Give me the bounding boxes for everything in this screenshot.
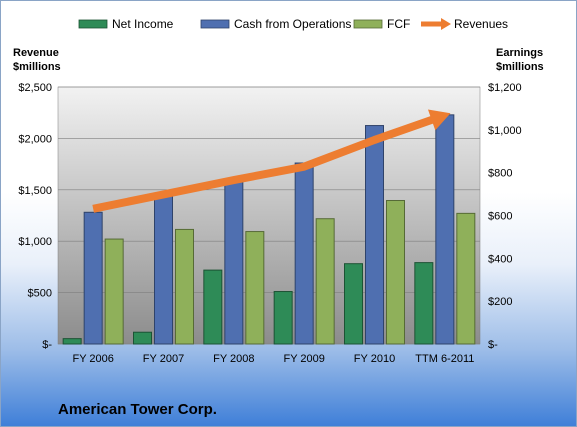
chart-title: American Tower Corp. xyxy=(58,401,217,418)
bar-layer xyxy=(62,114,476,345)
category-label: FY 2010 xyxy=(354,353,395,365)
right-tick-label: $400 xyxy=(488,253,512,265)
left-tick-label: $2,500 xyxy=(18,82,52,94)
legend-swatch xyxy=(78,19,108,29)
category-label: FY 2009 xyxy=(283,353,324,365)
left-tick-label: $2,000 xyxy=(18,133,52,145)
right-axis-title-line1: Earnings xyxy=(496,47,543,59)
right-axis-title-line2: $millions xyxy=(496,61,544,73)
bar-net-income xyxy=(414,262,434,345)
left-axis-ticks: $- $500 $1,000 $1,500 $2,000 $2,500 xyxy=(18,82,52,351)
right-axis-ticks: $- $200 $400 $600 $800 $1,000 $1,200 xyxy=(488,82,522,351)
bar-net-income xyxy=(62,338,82,345)
legend: Net Income Cash from Operations FCF Revenue… xyxy=(78,17,508,31)
left-tick-label: $- xyxy=(42,339,52,351)
right-tick-label: $800 xyxy=(488,168,512,180)
category-labels: FY 2006 FY 2007 FY 2008 FY 2009 FY 2010 TTM 6… xyxy=(72,353,474,365)
bar-cash-from-operations xyxy=(224,178,244,345)
bar-fcf xyxy=(245,231,265,345)
legend-label: FCF xyxy=(387,17,410,31)
right-tick-label: $1,000 xyxy=(488,125,522,137)
bar-cash-from-operations xyxy=(435,114,455,345)
revenues-arrowhead xyxy=(427,109,451,131)
legend-label: Revenues xyxy=(454,17,508,31)
bar-net-income xyxy=(273,291,293,345)
category-label: FY 2006 xyxy=(72,353,113,365)
category-label: FY 2008 xyxy=(213,353,254,365)
bar-net-income xyxy=(344,263,363,345)
bar-fcf xyxy=(456,212,476,345)
bar-fcf xyxy=(386,200,405,345)
legend-label: Net Income xyxy=(112,17,174,31)
bar-net-income xyxy=(133,331,152,345)
left-tick-label: $1,000 xyxy=(18,236,52,248)
legend-arrow xyxy=(441,18,451,30)
right-tick-label: $- xyxy=(488,339,498,351)
gridlines xyxy=(58,86,480,345)
bar-fcf xyxy=(104,238,124,345)
left-axis-title-line1: Revenue xyxy=(13,47,59,59)
revenues-line xyxy=(92,115,435,213)
bar-fcf xyxy=(315,218,335,345)
bar-cash-from-operations xyxy=(83,211,103,345)
right-tick-label: $600 xyxy=(488,211,512,223)
left-tick-label: $500 xyxy=(28,288,52,300)
bar-cash-from-operations xyxy=(154,195,173,345)
category-label: TTM 6-2011 xyxy=(415,353,474,365)
right-tick-label: $200 xyxy=(488,296,512,308)
legend-swatch xyxy=(200,19,230,29)
category-label: FY 2007 xyxy=(143,353,184,365)
legend-label: Cash from Operations xyxy=(234,17,351,31)
bar-cash-from-operations xyxy=(294,162,314,345)
bar-fcf xyxy=(175,228,194,345)
bar-net-income xyxy=(203,269,223,345)
left-axis-title-line2: $millions xyxy=(13,61,61,73)
legend-swatch xyxy=(353,19,383,29)
left-tick-label: $1,500 xyxy=(18,185,52,197)
right-tick-label: $1,200 xyxy=(488,82,522,94)
line-layer xyxy=(92,109,451,213)
bar-cash-from-operations xyxy=(365,125,384,345)
